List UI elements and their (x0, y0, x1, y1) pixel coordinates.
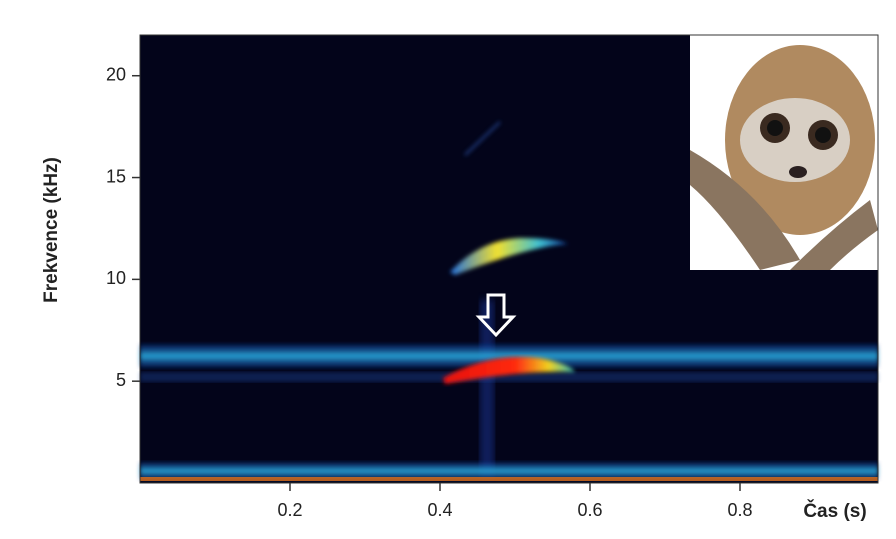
faint-band (140, 372, 878, 382)
arrow (475, 293, 517, 338)
branch (790, 200, 878, 270)
inset-photo (690, 35, 878, 270)
loris-pupil (767, 120, 783, 136)
y-tick-label: 5 (116, 370, 126, 390)
y-tick-label: 10 (106, 268, 126, 288)
loris-nose (789, 166, 807, 178)
faint-streak (464, 121, 501, 156)
y-tick-label: 20 (106, 64, 126, 84)
branch (690, 150, 800, 270)
x-tick-label: 0.8 (727, 500, 752, 520)
call-harmonic (450, 238, 568, 275)
x-tick-label: 0.6 (577, 500, 602, 520)
call-fundamental (443, 356, 575, 384)
y-tick-label: 15 (106, 166, 126, 186)
noise-column (480, 300, 494, 475)
low-band (140, 462, 878, 480)
spectrogram (140, 121, 878, 481)
low-band-core (140, 477, 878, 481)
x-tick-label: 0.2 (277, 500, 302, 520)
x-tick-label: 0.4 (427, 500, 452, 520)
x-axis-title: Čas (s) (803, 500, 866, 522)
loris-pupil (815, 127, 831, 143)
y-axis-title: Frekvence (kHz) (41, 157, 62, 303)
plot-frame (139, 34, 879, 484)
